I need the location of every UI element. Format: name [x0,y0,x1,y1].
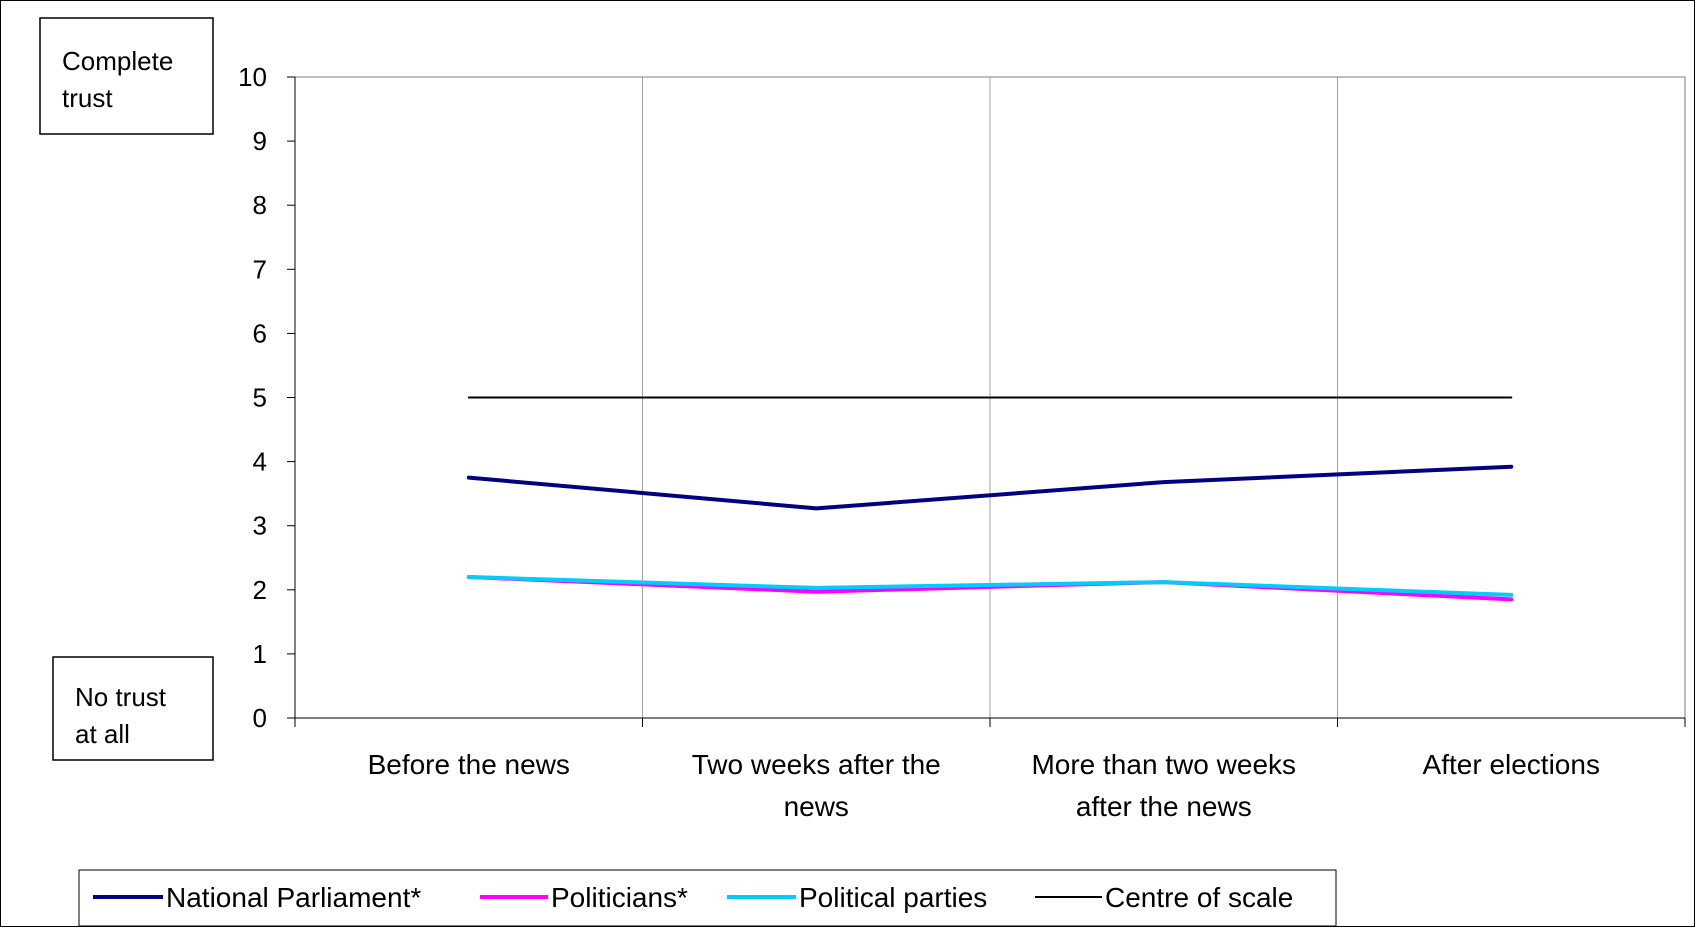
legend-label-centre-of-scale: Centre of scale [1105,882,1293,913]
y-tick-label: 3 [253,511,267,541]
legend-label-politicians: Politicians* [551,882,688,913]
x-category-label: After elections [1423,749,1600,780]
y-tick-label: 7 [253,254,267,284]
no-trust-line-2: at all [75,719,130,749]
y-tick-label: 6 [253,318,267,348]
y-tick-label: 2 [253,575,267,605]
series-line-political-parties [466,575,1514,597]
x-category-label: More than two weeks [1031,749,1296,780]
legend-box [78,869,1337,927]
legend-label-national-parliament: National Parliament* [166,882,421,913]
y-tick-label: 9 [253,126,267,156]
y-tick-label: 1 [253,639,267,669]
y-tick-label: 4 [253,447,267,477]
complete-trust-note: Complete trust [39,17,214,135]
y-tick-label: 10 [238,62,267,92]
complete-trust-line-2: trust [62,83,113,113]
x-category-label: after the news [1076,791,1252,822]
legend-item-political-parties: Political parties [727,882,987,913]
x-category-label: Before the news [368,749,570,780]
x-category-label: Two weeks after the [692,749,941,780]
no-trust-line-1: No trust [75,682,167,712]
y-tick-label: 5 [253,383,267,413]
legend-item-national-parliament: National Parliament* [93,882,421,913]
x-axis-ticks: Before the news Two weeks after the news Mo… [294,718,1686,822]
complete-trust-line-1: Complete [62,46,173,76]
y-tick-label: 8 [253,190,267,220]
legend-label-political-parties: Political parties [799,882,987,913]
legend-item-centre-of-scale: Centre of scale [1035,882,1293,913]
x-category-label: news [784,791,849,822]
no-trust-note: No trust at all [52,656,214,761]
legend-item-politicians: Politicians* [480,882,688,913]
y-axis-ticks: 0 1 2 3 4 5 6 7 8 9 10 [238,62,295,733]
series-lines [466,396,1514,602]
y-tick-label: 0 [253,703,267,733]
legend: National Parliament* Politicians* Politi… [78,869,1337,927]
series-line-national-parliament [466,464,1514,511]
